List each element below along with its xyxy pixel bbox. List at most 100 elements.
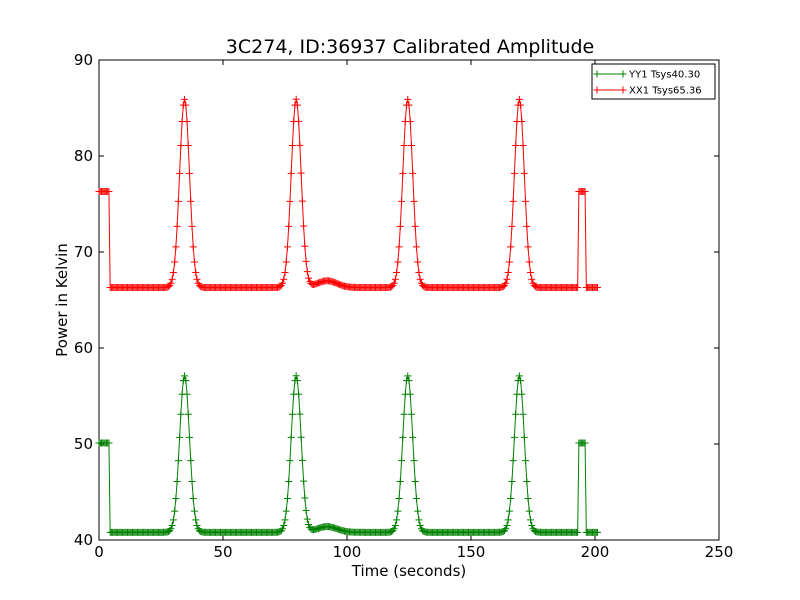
- data-point-marker: [182, 377, 190, 385]
- data-point-marker: [512, 141, 520, 149]
- data-point-marker: [168, 521, 176, 529]
- data-point-marker: [181, 372, 189, 380]
- data-point-marker: [280, 275, 288, 283]
- data-point-marker: [105, 439, 113, 447]
- data-point-marker: [406, 390, 414, 398]
- legend-box: [591, 63, 716, 100]
- data-point-marker: [507, 243, 515, 251]
- data-point-marker: [183, 390, 191, 398]
- data-point-marker: [395, 494, 403, 502]
- data-point-marker: [410, 197, 418, 205]
- data-point-marker: [190, 507, 198, 515]
- data-point-marker: [176, 433, 184, 441]
- data-point-marker: [292, 95, 300, 103]
- data-point-marker: [288, 141, 296, 149]
- data-point-marker: [409, 169, 417, 177]
- data-point-marker: [297, 433, 305, 441]
- data-point-marker: [283, 494, 291, 502]
- data-point-marker: [171, 507, 179, 515]
- data-point-marker: [505, 258, 513, 266]
- data-point-marker: [414, 258, 422, 266]
- data-point-marker: [522, 457, 530, 465]
- data-point-marker: [518, 390, 526, 398]
- data-point-marker: [296, 141, 304, 149]
- series-xx1: [95, 95, 601, 292]
- data-point-marker: [502, 279, 510, 287]
- data-point-marker: [173, 478, 181, 486]
- data-point-marker: [405, 377, 413, 385]
- legend-entry: YY1 Tsys40.30: [593, 70, 700, 81]
- series-line: [99, 99, 598, 289]
- data-point-marker: [193, 521, 201, 529]
- data-point-marker: [523, 478, 531, 486]
- data-point-marker: [502, 525, 510, 533]
- y-tick-label: 80: [74, 147, 93, 165]
- legend-entry: XX1 Tsys65.36: [593, 86, 702, 97]
- data-point-marker: [279, 525, 287, 533]
- data-point-marker: [510, 433, 518, 441]
- data-point-marker: [300, 222, 308, 230]
- data-point-marker: [282, 258, 290, 266]
- data-point-marker: [190, 258, 198, 266]
- data-point-marker: [416, 521, 424, 529]
- data-point-marker: [593, 528, 601, 536]
- y-axis-title: Power in Kelvin: [53, 243, 71, 357]
- data-point-marker: [515, 372, 523, 380]
- data-point-marker: [172, 494, 180, 502]
- legend-label: YY1 Tsys40.30: [628, 70, 700, 81]
- data-point-marker: [296, 410, 304, 418]
- data-point-marker: [404, 95, 412, 103]
- data-point-marker: [414, 507, 422, 515]
- data-point-marker: [181, 95, 189, 103]
- data-point-marker: [287, 169, 295, 177]
- data-point-marker: [525, 258, 533, 266]
- data-point-marker: [173, 222, 181, 230]
- data-point-marker: [301, 494, 309, 502]
- data-point-marker: [287, 433, 295, 441]
- data-point-marker: [188, 222, 196, 230]
- data-point-marker: [393, 516, 401, 524]
- data-point-marker: [389, 527, 397, 535]
- data-point-marker: [302, 507, 310, 515]
- data-point-marker: [192, 269, 200, 277]
- data-point-marker: [391, 275, 399, 283]
- data-point-marker: [520, 169, 528, 177]
- x-tick-label: 200: [581, 543, 610, 561]
- data-point-marker: [509, 197, 517, 205]
- data-point-marker: [298, 197, 306, 205]
- data-point-marker: [398, 197, 406, 205]
- data-point-marker: [510, 169, 518, 177]
- data-point-marker: [411, 222, 419, 230]
- x-tick-label: 250: [705, 543, 734, 561]
- data-point-marker: [394, 507, 402, 515]
- data-point-marker: [394, 258, 402, 266]
- data-point-marker: [169, 269, 177, 277]
- data-point-marker: [400, 141, 408, 149]
- data-point-marker: [415, 269, 423, 277]
- data-point-marker: [292, 372, 300, 380]
- data-point-marker: [390, 279, 398, 287]
- data-point-marker: [504, 516, 512, 524]
- data-point-marker: [172, 243, 180, 251]
- x-tick-label: 0: [94, 543, 104, 561]
- series-yy1: [95, 372, 601, 536]
- data-point-marker: [395, 243, 403, 251]
- data-point-marker: [407, 410, 415, 418]
- data-point-marker: [527, 269, 535, 277]
- plot-area-frame: [98, 59, 720, 541]
- data-point-marker: [277, 527, 285, 535]
- data-point-marker: [281, 269, 289, 277]
- data-point-marker: [303, 268, 311, 276]
- data-point-marker: [303, 515, 311, 523]
- data-point-marker: [281, 516, 289, 524]
- data-point-marker: [390, 525, 398, 533]
- data-point-marker: [517, 101, 525, 109]
- data-point-marker: [288, 410, 296, 418]
- data-point-marker: [186, 433, 194, 441]
- data-point-marker: [396, 478, 404, 486]
- data-point-marker: [177, 410, 185, 418]
- y-tick-label: 40: [74, 531, 93, 549]
- data-point-marker: [169, 516, 177, 524]
- data-point-marker: [507, 494, 515, 502]
- x-tick-label: 150: [457, 543, 486, 561]
